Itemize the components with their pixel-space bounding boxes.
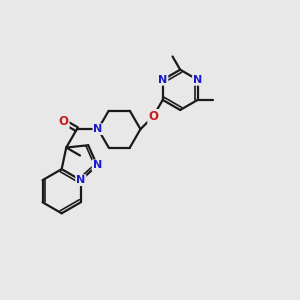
Text: N: N <box>76 175 86 185</box>
Text: N: N <box>158 75 167 85</box>
Text: N: N <box>93 124 103 134</box>
Text: O: O <box>148 110 158 123</box>
Text: N: N <box>93 160 102 170</box>
Text: O: O <box>58 115 69 128</box>
Text: N: N <box>193 75 202 85</box>
